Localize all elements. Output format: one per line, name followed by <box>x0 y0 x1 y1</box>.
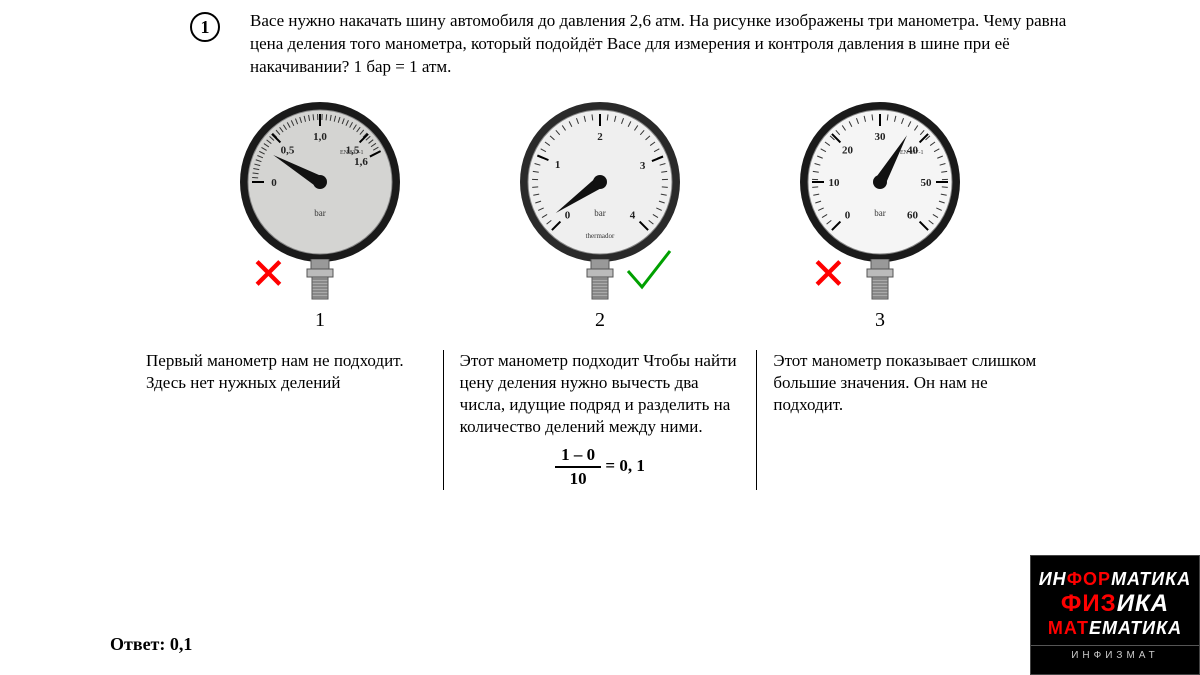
explain-col-1: Первый манометр нам не подходит. Здесь н… <box>130 350 443 491</box>
brand-logo: ИНФОРМАТИКА ФИЗИКА МАТЕМАТИКА ИНФИЗМАТ <box>1030 555 1200 675</box>
logo-l3-post: ЕМАТИКА <box>1089 618 1182 638</box>
gauge-face-1: 00,51,01,51,6 EN 837-1 bar <box>235 97 405 267</box>
logo-l1-hl: ФОР <box>1067 569 1111 589</box>
mark-check-icon <box>624 245 674 300</box>
gauge-stem-3 <box>863 259 897 301</box>
svg-text:3: 3 <box>640 160 646 172</box>
gauge-2: 0 1 2 3 4 bar thermador 2 <box>490 97 710 332</box>
logo-l2-hl: ФИЗ <box>1061 590 1117 617</box>
gauges-row: 00,51,01,51,6 EN 837-1 bar ✕1 01234 bar … <box>0 97 1200 332</box>
mark-x-icon: ✕ <box>250 253 287 297</box>
svg-text:0: 0 <box>565 209 571 221</box>
svg-text:10: 10 <box>829 177 841 189</box>
svg-text:1,0: 1,0 <box>313 131 327 143</box>
question-number: 1 <box>190 12 220 42</box>
logo-l2-post: ИКА <box>1117 590 1169 617</box>
gauge-face-3: 0102030405060 EN 837-1 bar <box>795 97 965 267</box>
logo-sub: ИНФИЗМАТ <box>1031 645 1199 661</box>
svg-text:4: 4 <box>630 209 636 221</box>
svg-text:bar: bar <box>874 208 886 218</box>
gauge-label-3: 3 <box>875 309 885 332</box>
svg-text:EN 837-1: EN 837-1 <box>900 150 924 156</box>
svg-text:60: 60 <box>907 209 919 221</box>
gauge-stem-2 <box>583 259 617 301</box>
svg-text:20: 20 <box>842 144 854 156</box>
svg-text:EN 837-1: EN 837-1 <box>340 150 364 156</box>
svg-text:1,6: 1,6 <box>354 156 368 168</box>
svg-text:50: 50 <box>921 177 933 189</box>
svg-text:bar: bar <box>594 208 606 218</box>
formula: 1 – 010 = 0, 1 <box>460 444 741 490</box>
logo-l3-hl: МАТ <box>1048 618 1089 638</box>
svg-text:0: 0 <box>845 209 851 221</box>
svg-text:thermador: thermador <box>586 232 615 240</box>
gauge-label-2: 2 <box>595 309 605 332</box>
answer-label: Ответ: 0,1 <box>110 634 192 655</box>
gauge-stem-1 <box>303 259 337 301</box>
question-header: 1 Васе нужно накачать шину автомобиля до… <box>0 0 1200 79</box>
logo-l1-pre: ИН <box>1039 569 1067 589</box>
svg-text:30: 30 <box>875 131 887 143</box>
svg-text:0: 0 <box>271 177 277 189</box>
explanations-row: Первый манометр нам не подходит. Здесь н… <box>0 332 1200 491</box>
question-text: Васе нужно накачать шину автомобиля до д… <box>250 10 1090 79</box>
gauge-face-2: 0 1 2 3 4 bar thermador <box>515 97 685 267</box>
svg-text:0,5: 0,5 <box>281 144 295 156</box>
mark-x-icon: ✕ <box>810 253 847 297</box>
explain-col-2: Этот манометр подходит Чтобы найти цену … <box>443 350 757 491</box>
logo-l1-post: МАТИКА <box>1111 569 1191 589</box>
gauge-3: 0102030405060 EN 837-1 bar ✕3 <box>770 97 990 332</box>
gauge-1: 00,51,01,51,6 EN 837-1 bar ✕1 <box>210 97 430 332</box>
svg-text:2: 2 <box>597 131 603 143</box>
svg-text:bar: bar <box>314 208 326 218</box>
gauge-label-1: 1 <box>315 309 325 332</box>
explain-col-3: Этот манометр показывает слишком большие… <box>756 350 1070 491</box>
svg-text:1: 1 <box>555 159 561 171</box>
